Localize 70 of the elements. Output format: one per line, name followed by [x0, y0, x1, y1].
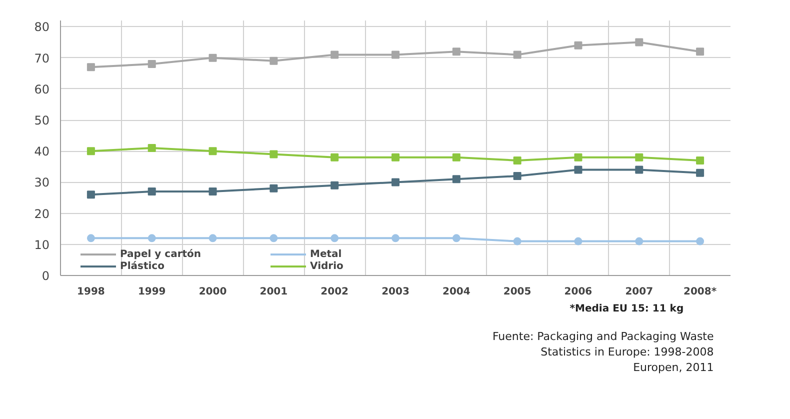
x-tick-label: 2008* — [684, 286, 718, 298]
point — [513, 237, 522, 246]
point — [574, 153, 582, 162]
point — [696, 48, 704, 56]
legend-label: Vidrio — [310, 260, 344, 272]
text: *Media EU 15: 11 kg — [570, 304, 684, 315]
point — [392, 153, 400, 162]
y-tick-label: 70 — [34, 51, 50, 66]
y-tick-label: 60 — [34, 82, 50, 96]
point — [86, 190, 95, 199]
y-tick-label: 50 — [34, 114, 50, 128]
point — [330, 153, 339, 162]
point — [635, 237, 644, 246]
point — [574, 166, 582, 174]
point — [148, 188, 156, 196]
x-tick-label: 1998 — [77, 286, 105, 298]
point — [86, 63, 95, 72]
point — [148, 234, 156, 242]
x-tick-label: 2002 — [320, 286, 349, 298]
point — [86, 147, 95, 156]
point — [392, 178, 400, 186]
point — [270, 56, 278, 65]
point — [208, 54, 217, 62]
x-tick-label: 2006 — [564, 286, 592, 298]
x-tick-label: 2003 — [382, 286, 410, 298]
x-tick-label: 2001 — [260, 286, 288, 298]
x-tick-label: 2007 — [625, 286, 654, 298]
point — [208, 234, 217, 242]
y-tick-label: 20 — [34, 206, 50, 221]
point — [635, 153, 644, 162]
point — [452, 175, 460, 184]
x-tick-label: 2004 — [442, 286, 470, 298]
point — [696, 168, 704, 177]
point — [330, 234, 339, 242]
point — [148, 60, 156, 68]
y-tick-label: 10 — [34, 238, 50, 252]
point — [452, 48, 460, 56]
point — [452, 153, 460, 162]
point — [635, 38, 644, 46]
source-note: Fuente: Packaging and Packaging Waste Statistics in Europe: 1998-2008 Europen, 2011 — [492, 330, 714, 374]
y-tick-label: 80 — [34, 20, 50, 34]
point — [330, 50, 339, 59]
point — [208, 188, 217, 196]
point — [86, 234, 95, 242]
point — [513, 172, 522, 180]
point — [208, 147, 217, 156]
y-tick-label: 30 — [34, 176, 50, 190]
y-tick-label: 0 — [42, 269, 50, 283]
point — [392, 234, 400, 242]
point — [270, 184, 278, 192]
point — [452, 234, 460, 242]
point — [635, 166, 644, 174]
point — [574, 41, 582, 50]
point — [513, 50, 522, 59]
point — [270, 234, 278, 242]
legend-label: Papel y cartón — [120, 248, 202, 260]
legend-label: Plástico — [120, 260, 166, 272]
x-tick-label: 2000 — [198, 286, 227, 298]
point — [392, 50, 400, 59]
legend-label: Metal — [310, 248, 343, 260]
point — [696, 156, 704, 164]
point — [513, 156, 522, 164]
point — [270, 150, 278, 158]
point — [696, 237, 704, 246]
point — [574, 237, 582, 246]
point — [330, 181, 339, 190]
x-tick-label: 1999 — [138, 286, 166, 298]
x-tick-label: 2005 — [503, 286, 532, 298]
point — [148, 144, 156, 152]
y-tick-label: 40 — [34, 144, 50, 159]
